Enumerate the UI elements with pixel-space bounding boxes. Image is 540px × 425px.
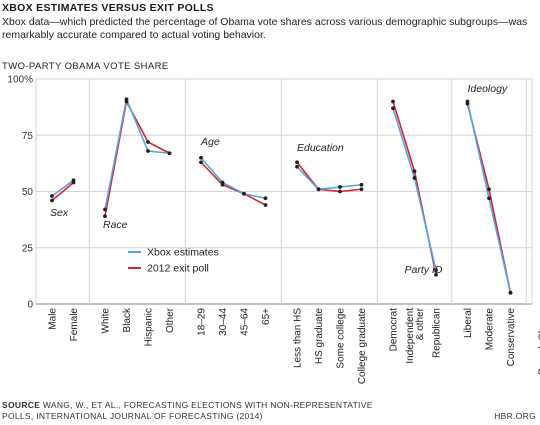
xbox-line-party-id bbox=[392, 108, 437, 271]
xbox-point bbox=[412, 176, 417, 180]
x-tick-label: Some college bbox=[336, 308, 347, 369]
x-tick-label: Male bbox=[48, 308, 59, 330]
group-label-party-id: Party ID bbox=[405, 264, 443, 276]
group-label-sex: Sex bbox=[50, 207, 69, 219]
x-tick-label-line: Independent bbox=[405, 308, 416, 364]
y-tick-labels: 0 25 50 75 100% bbox=[7, 75, 33, 311]
x-tick-label: White bbox=[101, 308, 112, 334]
xbox-point bbox=[316, 187, 321, 192]
xbox-line-race bbox=[104, 96, 170, 210]
y-tick-label: 0 bbox=[27, 300, 33, 311]
xbox-line-sex bbox=[51, 179, 74, 197]
xbox-point bbox=[391, 106, 395, 111]
chart-svg: 0 25 50 75 100% Sex Race Age Education Party ID I… bbox=[7, 75, 540, 385]
y-axis-label: TWO-PARTY OBAMA VOTE SHARE bbox=[2, 61, 169, 72]
x-tick-label: HS graduate bbox=[314, 308, 325, 365]
brand-label: HBR.ORG bbox=[494, 411, 536, 421]
x-tick-label: Moderate bbox=[485, 308, 496, 351]
xbox-point bbox=[242, 191, 246, 196]
x-tick-label: Female bbox=[69, 308, 80, 342]
legend: Xbox estimates 2012 exit poll bbox=[128, 247, 219, 275]
x-tick-label-line: & other bbox=[415, 307, 426, 340]
x-tick-label: 18–29 bbox=[197, 308, 208, 336]
xbox-point bbox=[71, 178, 76, 183]
grid-layer bbox=[36, 78, 532, 305]
exit-point bbox=[338, 189, 342, 194]
x-tick-label: Black bbox=[122, 307, 133, 332]
xbox-point bbox=[199, 155, 203, 160]
exit-point bbox=[487, 187, 491, 192]
legend-label-exit: 2012 exit poll bbox=[147, 263, 209, 275]
exit-point bbox=[199, 160, 203, 165]
group-label-education: Education bbox=[297, 142, 344, 154]
source-label: SOURCE bbox=[2, 400, 41, 410]
xbox-point bbox=[167, 151, 172, 156]
xbox-point bbox=[465, 99, 470, 104]
y-tick-label: 100% bbox=[7, 75, 33, 86]
source-note: SOURCE WANG, W., ET AL., FORECASTING ELE… bbox=[2, 400, 402, 422]
group-separators bbox=[35, 79, 533, 304]
xbox-point bbox=[103, 207, 107, 212]
xbox-point bbox=[50, 194, 54, 198]
y-tick-label: 25 bbox=[22, 243, 34, 254]
exit-point bbox=[50, 198, 54, 203]
xbox-point bbox=[434, 268, 438, 273]
group-label-age: Age bbox=[200, 136, 220, 148]
data-points bbox=[50, 97, 513, 295]
chart-title: XBOX ESTIMATES VERSUS EXIT POLLS bbox=[2, 2, 214, 14]
exit-point bbox=[146, 140, 150, 144]
exit-point bbox=[359, 187, 364, 192]
xbox-point bbox=[220, 180, 225, 185]
xbox-line-education bbox=[296, 166, 362, 191]
exit-point bbox=[295, 160, 299, 165]
x-tick-label: Democrat bbox=[389, 308, 400, 352]
x-tick-label: 30–44 bbox=[218, 308, 229, 336]
x-tick-label: Barack Obama bbox=[538, 308, 540, 375]
chart-subtitle: Xbox data—which predicted the percentage… bbox=[2, 16, 528, 41]
xbox-point bbox=[359, 182, 364, 187]
group-label-ideology: Ideology bbox=[468, 83, 508, 95]
x-tick-label: Hispanic bbox=[144, 308, 155, 346]
x-tick-label: 65+ bbox=[261, 308, 272, 325]
x-tick-label: 45–64 bbox=[240, 308, 251, 336]
series-lines bbox=[51, 96, 512, 293]
y-tick-label: 75 bbox=[22, 131, 34, 142]
x-tick-label: Conservative bbox=[506, 308, 517, 367]
y-tick-label: 50 bbox=[22, 187, 34, 198]
xbox-point bbox=[487, 196, 491, 201]
x-tick-label: Liberal bbox=[463, 308, 474, 338]
exit-point bbox=[434, 272, 438, 277]
exit-point bbox=[412, 169, 417, 174]
x-tick-label: College graduate bbox=[357, 308, 368, 385]
xbox-point bbox=[295, 164, 299, 169]
xbox-point bbox=[338, 185, 342, 189]
xbox-point bbox=[508, 290, 513, 295]
exit-point bbox=[103, 214, 107, 219]
legend-label-xbox: Xbox estimates bbox=[147, 247, 219, 259]
exit-line-education bbox=[296, 161, 362, 193]
exit-line-race bbox=[104, 99, 170, 217]
xbox-point bbox=[263, 196, 268, 201]
x-tick-labels: Male Female White Black Hispanic Other 18–29 30… bbox=[48, 307, 540, 384]
source-text: WANG, W., ET AL., FORECASTING ELECTIONS … bbox=[2, 400, 373, 421]
xbox-point bbox=[124, 97, 129, 102]
exit-line-sex bbox=[51, 181, 75, 202]
x-tick-label: Other bbox=[165, 307, 176, 333]
group-label-race: Race bbox=[103, 219, 128, 231]
exit-point bbox=[263, 203, 268, 207]
xbox-line-age bbox=[200, 157, 266, 200]
x-tick-label: Less than HS bbox=[293, 308, 304, 368]
x-tick-label: Republican bbox=[432, 308, 443, 358]
xbox-point bbox=[146, 149, 150, 153]
exit-point bbox=[391, 99, 395, 104]
exit-line-age bbox=[200, 161, 266, 206]
x-tick-label: Independent& other bbox=[405, 307, 426, 363]
